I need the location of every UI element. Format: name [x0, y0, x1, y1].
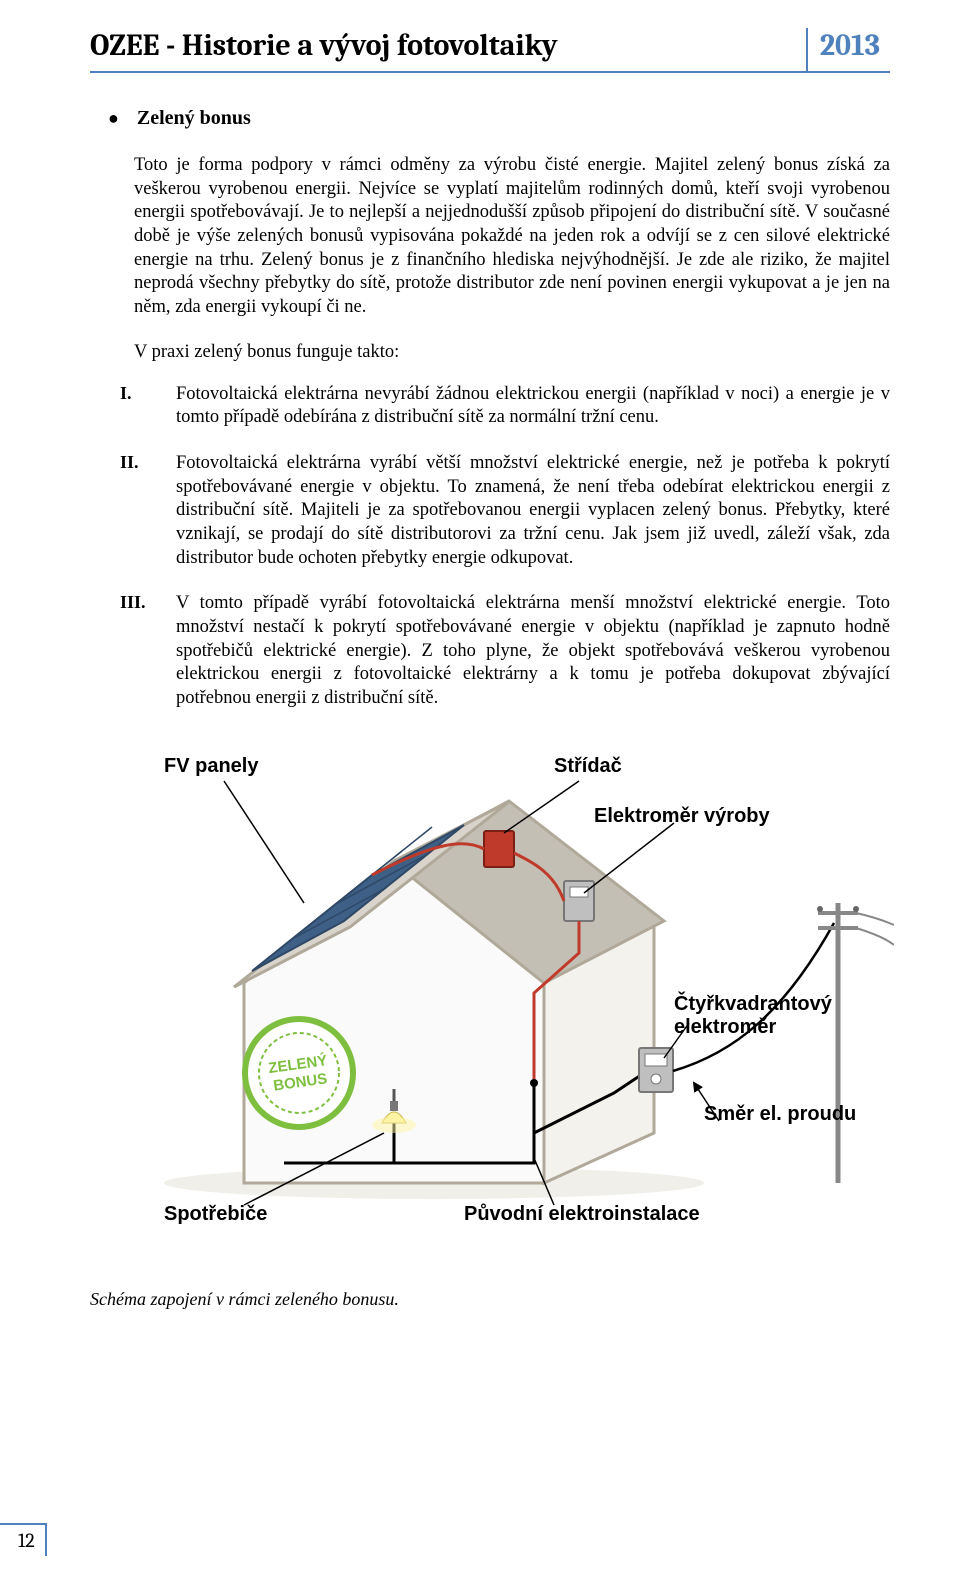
- roman-numeral: I.: [120, 383, 176, 430]
- roman-numeral: II.: [120, 452, 176, 570]
- diagram-caption: Schéma zapojení v rámci zeleného bonusu.: [90, 1289, 890, 1310]
- main-paragraph: Toto je forma podpory v rámci odměny za …: [134, 154, 890, 320]
- roman-numeral: III.: [120, 592, 176, 710]
- bullet-icon: ●: [108, 108, 119, 129]
- label-smer-proudu: Směr el. proudu: [704, 1103, 856, 1126]
- label-spotrebice: Spotřebiče: [164, 1203, 267, 1226]
- page-header: OZEE - Historie a vývoj fotovoltaiky 201…: [90, 28, 890, 73]
- label-ctyrkvadrantovy: Čtyřkvadrantový elektroměr: [674, 993, 832, 1039]
- label-elektromer: Elektroměr výroby: [594, 805, 770, 828]
- section-heading-text: Zelený bonus: [137, 107, 251, 130]
- header-year: 2013: [806, 28, 890, 71]
- list-text: Fotovoltaická elektrárna vyrábí větší mn…: [176, 452, 890, 570]
- list-text: Fotovoltaická elektrárna nevyrábí žádnou…: [176, 383, 890, 430]
- page-number: 12: [0, 1523, 47, 1556]
- label-stridac: Střídač: [554, 755, 622, 778]
- roman-list: I. Fotovoltaická elektrárna nevyrábí žád…: [120, 383, 890, 711]
- page-number-box: 12: [0, 1523, 47, 1556]
- list-intro: V praxi zelený bonus funguje takto:: [134, 342, 890, 363]
- diagram: ZELENÝBONUS FV panely Střídač Elektroměr…: [134, 753, 894, 1253]
- list-item: III. V tomto případě vyrábí fotovoltaick…: [120, 592, 890, 710]
- label-puvodni: Původní elektroinstalace: [464, 1203, 700, 1226]
- list-text: V tomto případě vyrábí fotovoltaická ele…: [176, 592, 890, 710]
- list-item: I. Fotovoltaická elektrárna nevyrábí žád…: [120, 383, 890, 430]
- label-fv-panely: FV panely: [164, 755, 258, 778]
- section-heading: ● Zelený bonus: [108, 107, 890, 130]
- header-title: OZEE - Historie a vývoj fotovoltaiky: [90, 28, 806, 71]
- list-item: II. Fotovoltaická elektrárna vyrábí větš…: [120, 452, 890, 570]
